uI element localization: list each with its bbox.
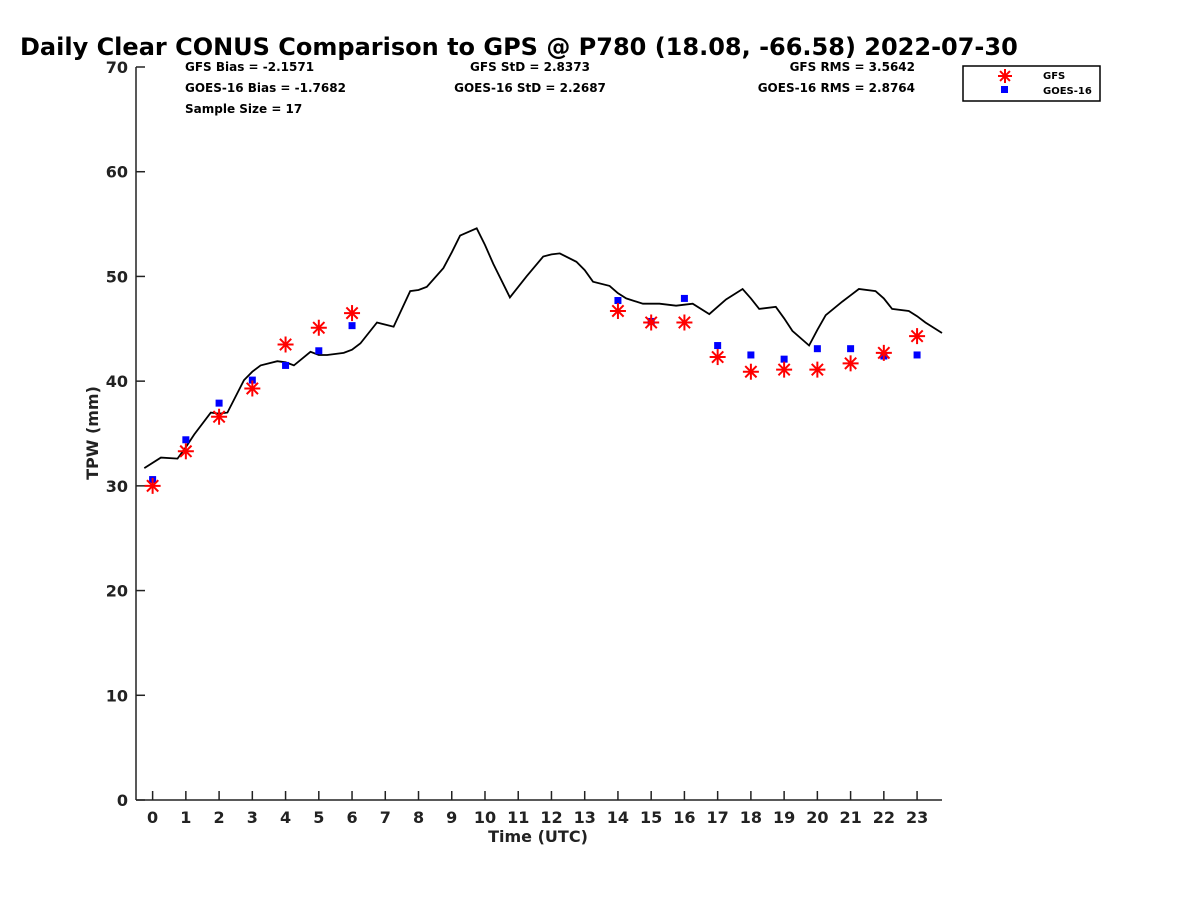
- gfs-point: [676, 314, 693, 331]
- x-tick-label: 23: [906, 808, 928, 827]
- gfs-point: [875, 344, 892, 361]
- series-layer: [143, 227, 943, 494]
- x-axis-label: Time (UTC): [488, 827, 588, 846]
- x-tick-label: 3: [247, 808, 258, 827]
- x-tick-label: 7: [380, 808, 391, 827]
- goes-point: [780, 355, 788, 363]
- x-tick-label: 10: [474, 808, 496, 827]
- gps-line: [143, 227, 943, 469]
- goes-point: [282, 361, 290, 369]
- chart-title: Daily Clear CONUS Comparison to GPS @ P7…: [20, 33, 1018, 61]
- gfs-point: [609, 302, 626, 319]
- goes-std-text: GOES-16 StD = 2.2687: [454, 81, 606, 95]
- x-tick-label: 11: [507, 808, 529, 827]
- y-tick-label: 40: [106, 372, 128, 391]
- x-tick-label: 22: [873, 808, 895, 827]
- x-tick-label: 16: [673, 808, 695, 827]
- x-tick-label: 15: [640, 808, 662, 827]
- y-tick-label: 60: [106, 163, 128, 182]
- y-tick-label: 30: [106, 477, 128, 496]
- x-tick-label: 13: [574, 808, 596, 827]
- goes-point: [813, 345, 821, 353]
- x-tick-label: 9: [446, 808, 457, 827]
- goes-point: [747, 351, 755, 359]
- gfs-bias-text: GFS Bias = -2.1571: [185, 60, 314, 74]
- x-tick-label: 12: [540, 808, 562, 827]
- x-tick-label: 17: [707, 808, 729, 827]
- goes-point: [614, 297, 622, 305]
- x-tick-label: 21: [839, 808, 861, 827]
- legend-goes-label: GOES-16: [1043, 86, 1092, 97]
- goes-bias-text: GOES-16 Bias = -1.7682: [185, 81, 346, 95]
- gfs-rms-text: GFS RMS = 3.5642: [790, 60, 915, 74]
- x-tick-label: 2: [214, 808, 225, 827]
- gfs-point: [842, 355, 859, 372]
- gfs-point: [643, 314, 660, 331]
- x-tick-label: 4: [280, 808, 291, 827]
- goes-point: [248, 376, 256, 384]
- x-tick-label: 18: [740, 808, 762, 827]
- y-tick-label: 20: [106, 582, 128, 601]
- stats-block: GFS Bias = -2.1571 GOES-16 Bias = -1.768…: [185, 60, 915, 116]
- gfs-point: [344, 305, 361, 322]
- x-ticks: 0 1 2 3 4 5 6 7 8 9 10 11 12 13 14 15 16 17 18 19 20 21 22 23: [147, 791, 928, 827]
- legend-box: [962, 65, 1101, 102]
- x-tick-label: 20: [806, 808, 828, 827]
- legend-gfs-label: GFS: [1043, 71, 1065, 82]
- goes-rms-text: GOES-16 RMS = 2.8764: [758, 81, 915, 95]
- y-ticks: 0 10 20 30 40 50 60 70: [106, 58, 145, 810]
- gfs-point: [809, 361, 826, 378]
- x-tick-label: 6: [346, 808, 357, 827]
- gfs-std-text: GFS StD = 2.8373: [470, 60, 590, 74]
- legend: GFS GOES-16: [962, 65, 1101, 102]
- gfs-point: [709, 349, 726, 366]
- gfs-point: [277, 336, 294, 353]
- gfs-point: [177, 443, 194, 460]
- x-tick-label: 19: [773, 808, 795, 827]
- sample-size-text: Sample Size = 17: [185, 102, 302, 116]
- gfs-point: [244, 380, 261, 397]
- legend-goes-marker: [1001, 86, 1008, 93]
- y-tick-label: 10: [106, 686, 128, 705]
- y-tick-label: 0: [117, 791, 128, 810]
- goes-point: [680, 294, 688, 302]
- gfs-point: [211, 408, 228, 425]
- goes-point: [348, 322, 356, 330]
- gfs-point: [909, 328, 926, 345]
- gfs-point: [742, 363, 759, 380]
- x-tick-label: 1: [180, 808, 191, 827]
- y-tick-label: 50: [106, 267, 128, 286]
- legend-gfs-asterisk: [998, 69, 1012, 83]
- goes-point: [315, 347, 323, 355]
- y-tick-label: 70: [106, 58, 128, 77]
- gfs-point: [310, 319, 327, 336]
- gfs-point: [776, 361, 793, 378]
- goes-point: [215, 399, 223, 407]
- legend-gfs-marker: [998, 69, 1012, 83]
- x-tick-label: 0: [147, 808, 158, 827]
- goes-point: [847, 345, 855, 353]
- goes-point: [182, 436, 190, 444]
- x-tick-label: 14: [607, 808, 629, 827]
- goes-point: [913, 351, 921, 359]
- x-tick-label: 5: [313, 808, 324, 827]
- goes-point: [714, 342, 722, 350]
- x-tick-label: 8: [413, 808, 424, 827]
- axes: [135, 67, 942, 801]
- gfs-point: [144, 477, 161, 494]
- y-axis-label: TPW (mm): [83, 386, 102, 480]
